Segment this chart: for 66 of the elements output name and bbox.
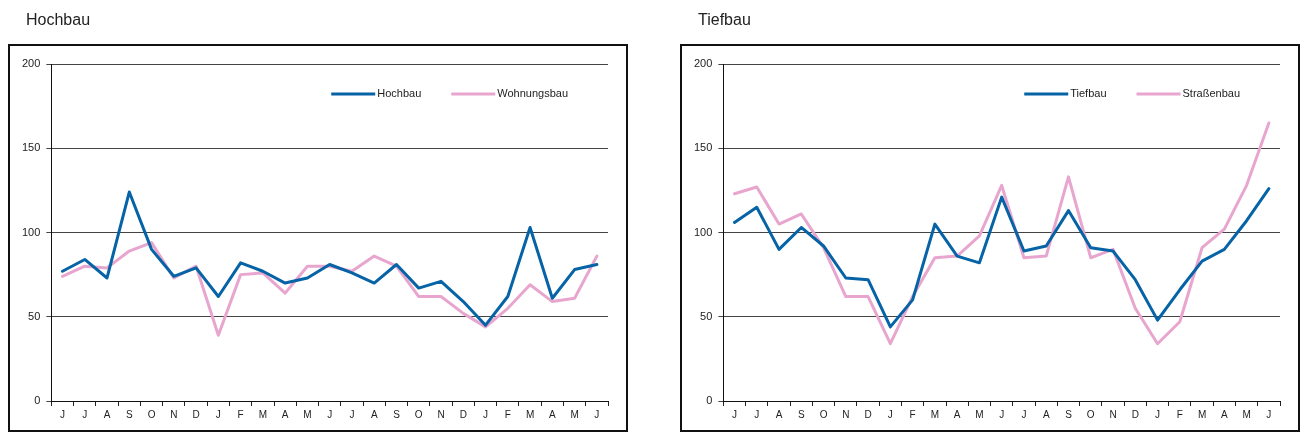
x-tick-label: J [887,408,893,420]
x-tick-label: J [1021,408,1027,420]
legend-label: Straßenbau [1182,87,1240,100]
y-tick-label: 100 [21,225,41,238]
legend-label: Wohnungsbau [497,87,569,100]
x-tick-label: D [864,408,872,420]
x-tick-label: F [909,408,916,420]
x-tick-label: M [258,408,268,420]
x-tick-label: O [1086,408,1095,420]
x-tick-label: A [1042,408,1050,420]
x-tick-label: A [953,408,961,420]
x-tick-label: J [754,408,760,420]
x-tick-label: J [327,408,333,420]
x-tick-label: O [819,408,828,420]
y-tick-label: 100 [693,225,713,238]
x-tick-label: M [1197,408,1207,420]
x-tick-label: A [775,408,783,420]
x-tick-label: M [525,408,535,420]
y-tick-label: 200 [21,57,41,70]
x-tick-label: D [192,408,200,420]
x-tick-label: F [504,408,511,420]
y-tick-label: 150 [693,141,713,154]
x-tick-label: D [459,408,467,420]
x-tick-label: N [170,408,178,420]
x-tick-label: J [215,408,221,420]
y-tick-label: 200 [693,57,713,70]
x-tick-label: M [570,408,579,420]
x-tick-label: F [1176,408,1183,420]
x-tick-label: J [731,408,737,420]
x-tick-label: M [303,408,312,420]
y-tick-label: 0 [34,394,41,407]
x-tick-label: A [549,408,556,420]
x-tick-label: J [483,408,489,420]
x-tick-label: N [1109,408,1117,420]
chart-title: Hochbau [26,11,91,29]
x-tick-label: M [930,408,940,420]
x-tick-label: M [1242,408,1251,420]
x-tick-label: J [999,408,1005,420]
y-tick-label: 50 [700,309,713,322]
y-tick-label: 0 [706,394,713,407]
x-tick-label: J [82,408,88,420]
x-tick-label: A [103,408,111,420]
x-tick-label: J [59,408,65,420]
x-tick-label: J [594,408,600,420]
x-tick-label: D [1131,408,1139,420]
x-tick-label: S [125,408,133,420]
x-tick-label: A [370,408,378,420]
x-tick-label: F [237,408,244,420]
x-tick-label: J [349,408,355,420]
x-tick-label: A [1221,408,1228,420]
x-tick-label: J [1266,408,1272,420]
x-tick-label: N [437,408,445,420]
x-tick-label: A [281,408,289,420]
x-tick-label: S [797,408,805,420]
x-tick-label: O [414,408,423,420]
x-tick-label: M [975,408,984,420]
x-tick-label: N [842,408,850,420]
legend-label: Tiefbau [1070,87,1107,100]
x-tick-label: O [147,408,156,420]
x-tick-label: J [1155,408,1161,420]
y-tick-label: 50 [28,309,41,322]
legend-label: Hochbau [377,87,422,100]
x-tick-label: S [393,408,401,420]
chart-title: Tiefbau [698,11,751,29]
x-tick-label: S [1065,408,1073,420]
y-tick-label: 150 [21,141,41,154]
